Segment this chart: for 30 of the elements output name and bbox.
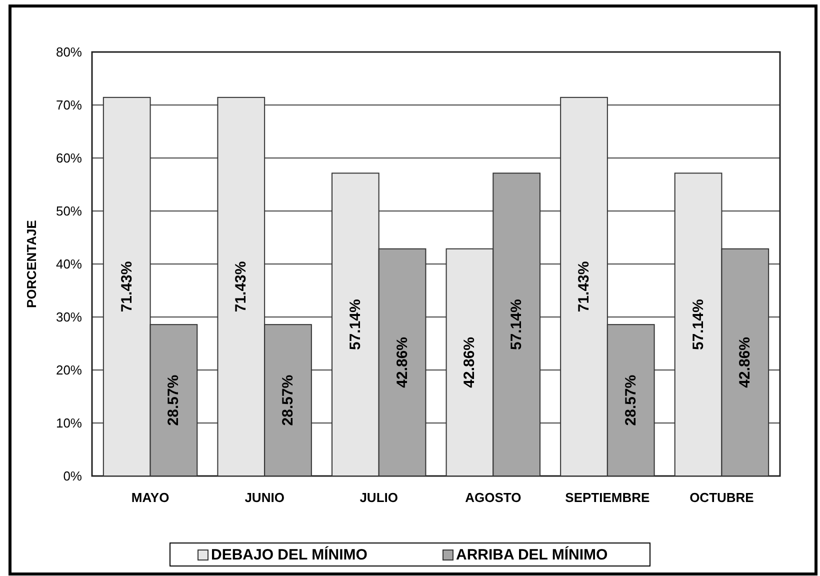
x-tick-label: OCTUBRE [690, 490, 754, 505]
y-tick-label: 80% [56, 44, 82, 60]
y-tick-label: 70% [56, 98, 82, 112]
data-label: 42.86% [461, 336, 478, 388]
data-label: 28.57% [622, 374, 640, 426]
data-label: 71.43% [232, 261, 250, 312]
y-tick-label: 30% [56, 310, 82, 324]
legend-label: ARRIBA DEL MÍNIMO [456, 546, 608, 564]
data-label: 57.14% [690, 299, 707, 350]
legend-label: DEBAJO DEL MÍNIMO [211, 546, 368, 564]
y-tick-label: 20% [56, 362, 82, 378]
y-axis-title: PORCENTAJE [24, 220, 39, 308]
y-tick-label: 10% [56, 416, 82, 430]
data-label: 71.43% [118, 261, 136, 312]
x-tick-label: MAYO [131, 490, 170, 505]
data-label: 57.14% [346, 299, 364, 350]
data-label: 42.86% [736, 336, 754, 388]
data-label: 28.57% [280, 374, 296, 426]
data-label: 57.14% [508, 299, 526, 350]
y-tick-label: 0% [63, 468, 82, 484]
data-label: 71.43% [576, 261, 592, 312]
y-tick-label: 40% [56, 256, 82, 272]
x-tick-label: SEPTIEMBRE [565, 490, 650, 505]
data-label: 28.57% [165, 374, 182, 426]
x-tick-label: JUNIO [244, 490, 284, 505]
y-tick-label: 60% [56, 150, 82, 166]
x-tick-label: AGOSTO [465, 490, 522, 505]
y-tick-label: 50% [56, 204, 82, 218]
x-tick-label: JULIO [360, 490, 398, 505]
data-label: 42.86% [394, 336, 411, 388]
